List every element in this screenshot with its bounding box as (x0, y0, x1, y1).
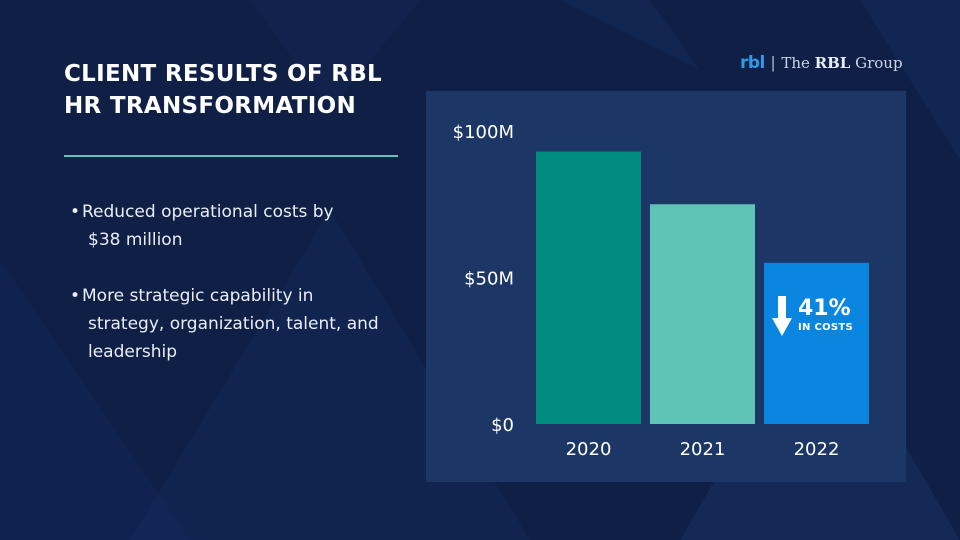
x-tick-label: 2020 (566, 439, 612, 460)
y-tick-label: $50M (464, 269, 514, 290)
rbl-logo-mark: rbl (740, 53, 765, 73)
brand-name-prefix: The (781, 54, 815, 72)
bullet-dot: • (70, 286, 81, 306)
brand-name: The RBL Group (781, 54, 902, 72)
bullet-text-line: More strategic capability in (82, 286, 314, 306)
down-arrow-icon (772, 296, 792, 336)
bullet-item: • More strategic capability in strategy, … (68, 282, 408, 366)
x-tick-label: 2022 (794, 439, 840, 460)
bar-chart: $0 $50M $100M 2020 2021 2022 (453, 122, 869, 460)
bullet-item: • Reduced operational costs by $38 millio… (68, 198, 408, 254)
cost-reduction-callout: 41% IN COSTS (772, 296, 853, 336)
callout-label: IN COSTS (798, 322, 854, 333)
callout-percent: 41% (798, 296, 851, 321)
title-divider (64, 155, 398, 157)
bullet-text-line: $38 million (88, 230, 183, 250)
bar-2020 (536, 151, 641, 424)
bullet-list: • Reduced operational costs by $38 millio… (68, 198, 408, 394)
bullet-text-line: strategy, organization, talent, and (88, 314, 379, 334)
bullet-text-line: leadership (88, 342, 177, 362)
x-tick-label: 2021 (680, 439, 726, 460)
y-tick-label: $0 (491, 415, 514, 436)
brand-name-suffix: Group (850, 54, 903, 72)
bar-2022 (764, 262, 869, 424)
chart-panel: $0 $50M $100M 2020 2021 2022 (426, 91, 906, 482)
bullet-text-line: Reduced operational costs by (82, 202, 334, 222)
slide-title: CLIENT RESULTS OF RBL HR TRANSFORMATION (64, 61, 382, 119)
bullet-dot: • (70, 202, 81, 222)
bar-2021 (650, 204, 755, 424)
y-tick-label: $100M (453, 122, 514, 143)
brand-separator: | (770, 53, 776, 72)
brand-logo: rbl | The RBL Group (740, 50, 903, 76)
brand-name-bold: RBL (814, 54, 851, 72)
